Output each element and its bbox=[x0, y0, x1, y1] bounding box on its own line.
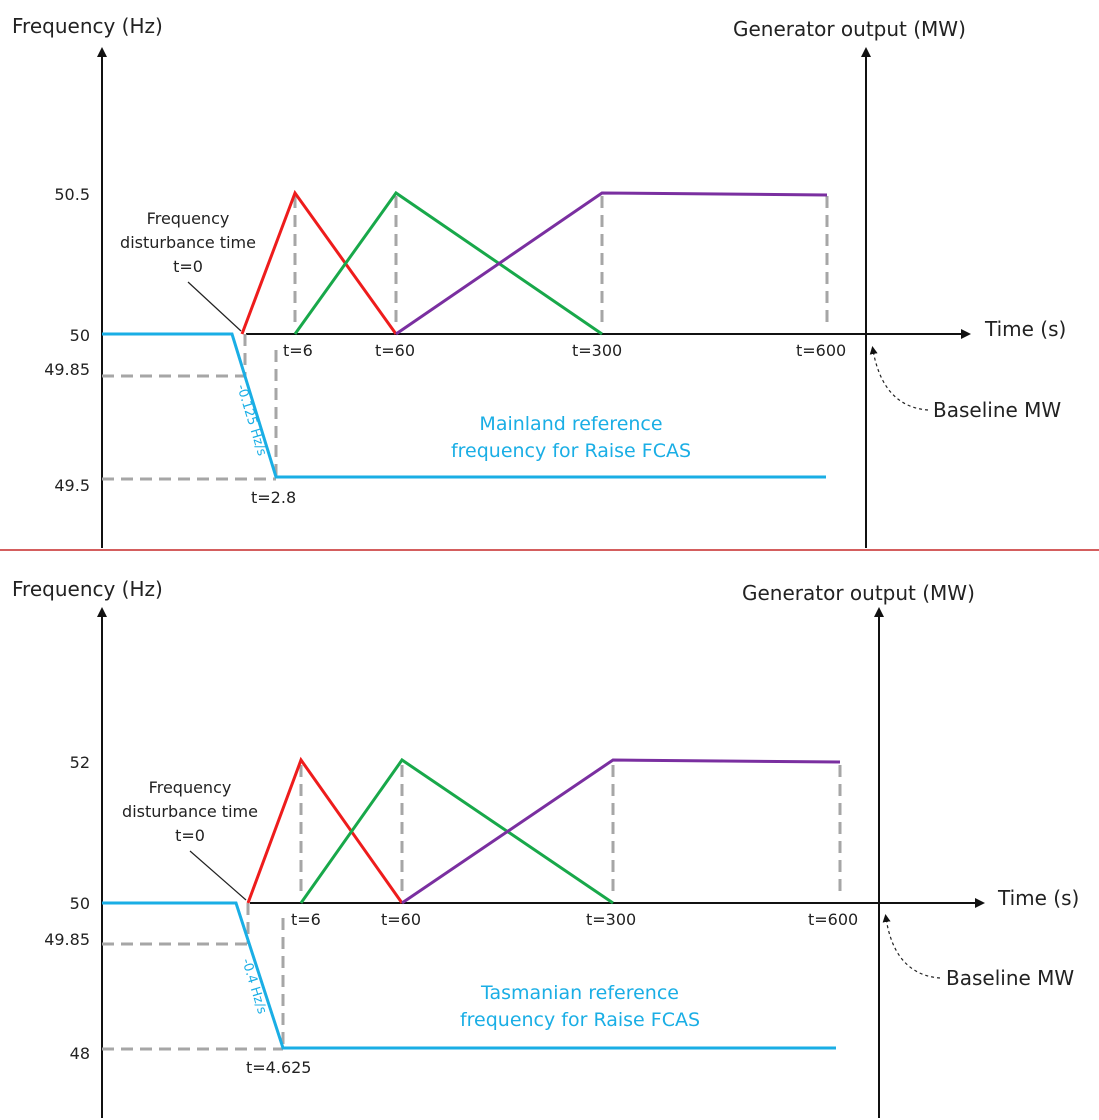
baseline-pointer bbox=[882, 914, 941, 979]
frequency-curve bbox=[102, 332, 826, 479]
purple-service-line bbox=[401, 758, 841, 905]
time-label: t=300 bbox=[586, 910, 636, 929]
guide-lines bbox=[102, 196, 829, 481]
baseline-label: Baseline MW bbox=[946, 966, 1074, 990]
drop-time-label: t=4.625 bbox=[246, 1058, 311, 1077]
drop-time-label: t=2.8 bbox=[251, 488, 296, 507]
green-service-line bbox=[299, 757, 614, 905]
time-label: t=600 bbox=[796, 341, 846, 360]
y-axis-title: Frequency (Hz) bbox=[12, 14, 163, 38]
mainland-panel: Frequency (Hz) Generator output (MW) Tim… bbox=[12, 14, 1066, 548]
y-tick: 50 bbox=[70, 894, 90, 913]
right-axis-title: Generator output (MW) bbox=[742, 581, 975, 605]
right-axis-title: Generator output (MW) bbox=[733, 17, 966, 41]
time-label: t=600 bbox=[808, 910, 858, 929]
baseline-label: Baseline MW bbox=[933, 398, 1061, 422]
red-service-line bbox=[240, 189, 398, 335]
rate-label: -0.125 Hz/s bbox=[233, 383, 269, 458]
baseline-pointer bbox=[869, 346, 929, 411]
time-label: t=60 bbox=[375, 341, 415, 360]
green-service-line bbox=[293, 190, 603, 336]
disturbance-annotation-line3: t=0 bbox=[175, 826, 205, 845]
y-tick: 49.85 bbox=[44, 360, 90, 379]
tasmania-panel: Frequency (Hz) Generator output (MW) Tim… bbox=[12, 577, 1079, 1118]
disturbance-annotation-line3: t=0 bbox=[173, 257, 203, 276]
time-label: t=300 bbox=[572, 341, 622, 360]
time-label: t=6 bbox=[283, 341, 313, 360]
red-service-line bbox=[246, 756, 404, 904]
disturbance-annotation-line1: Frequency bbox=[147, 209, 230, 228]
frequency-curve bbox=[102, 901, 836, 1050]
purple-service-line bbox=[395, 191, 828, 336]
y-tick: 48 bbox=[70, 1044, 90, 1063]
disturbance-annotation-line2: disturbance time bbox=[120, 233, 256, 252]
y-tick: 49.5 bbox=[54, 476, 90, 495]
caption-line1: Mainland reference bbox=[479, 413, 662, 435]
y-axis-title: Frequency (Hz) bbox=[12, 577, 163, 601]
disturbance-annotation-line1: Frequency bbox=[149, 778, 232, 797]
caption-line1: Tasmanian reference bbox=[480, 982, 679, 1004]
time-label: t=6 bbox=[291, 910, 321, 929]
caption-line2: frequency for Raise FCAS bbox=[451, 440, 691, 462]
y-tick: 50 bbox=[70, 326, 90, 345]
y-tick: 49.85 bbox=[44, 930, 90, 949]
disturbance-annotation-line2: disturbance time bbox=[122, 802, 258, 821]
time-axis-title: Time (s) bbox=[984, 317, 1066, 341]
y-tick: 50.5 bbox=[54, 185, 90, 204]
time-axis-title: Time (s) bbox=[997, 886, 1079, 910]
annotation-leader bbox=[189, 850, 247, 901]
caption-line2: frequency for Raise FCAS bbox=[460, 1009, 700, 1031]
annotation-leader bbox=[187, 281, 242, 332]
time-label: t=60 bbox=[381, 910, 421, 929]
rate-label: -0.4 Hz/s bbox=[238, 957, 269, 1016]
y-tick: 52 bbox=[70, 753, 90, 772]
guide-lines bbox=[102, 765, 842, 1051]
